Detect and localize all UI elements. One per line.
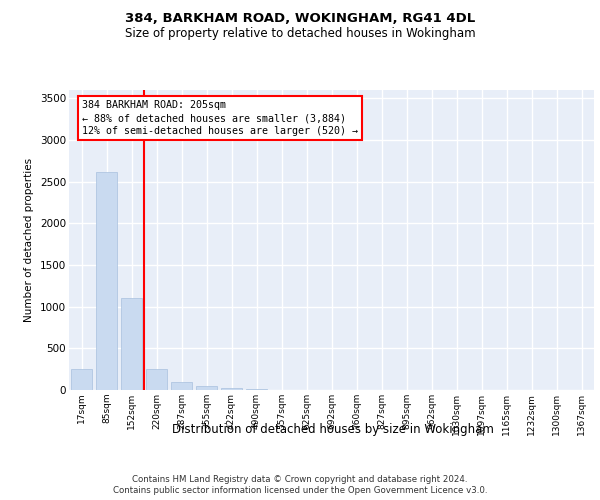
- Bar: [246, 389, 267, 390]
- Y-axis label: Number of detached properties: Number of detached properties: [25, 158, 34, 322]
- Text: 384, BARKHAM ROAD, WOKINGHAM, RG41 4DL: 384, BARKHAM ROAD, WOKINGHAM, RG41 4DL: [125, 12, 475, 26]
- Bar: [96, 172, 117, 390]
- Text: Size of property relative to detached houses in Wokingham: Size of property relative to detached ho…: [125, 28, 475, 40]
- Bar: [196, 386, 217, 390]
- Bar: [121, 298, 142, 390]
- Bar: [71, 369, 92, 390]
- Text: 384 BARKHAM ROAD: 205sqm
← 88% of detached houses are smaller (3,884)
12% of sem: 384 BARKHAM ROAD: 205sqm ← 88% of detach…: [82, 100, 358, 136]
- Text: Contains public sector information licensed under the Open Government Licence v3: Contains public sector information licen…: [113, 486, 487, 495]
- Text: Distribution of detached houses by size in Wokingham: Distribution of detached houses by size …: [172, 422, 494, 436]
- Bar: [171, 382, 192, 390]
- Text: Contains HM Land Registry data © Crown copyright and database right 2024.: Contains HM Land Registry data © Crown c…: [132, 475, 468, 484]
- Bar: [146, 369, 167, 390]
- Bar: [221, 388, 242, 390]
